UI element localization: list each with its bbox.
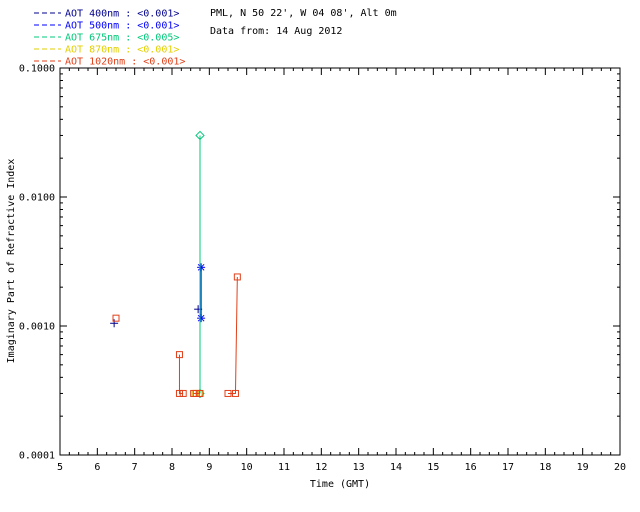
plot-axes: 5 6 7 8 9 10 11 12 13 14 15 16 17 18 19 20 0.1000 0.0100 0…	[19, 64, 626, 474]
plot-series	[110, 130, 241, 399]
series-aot-1020nm	[112, 273, 241, 397]
legend-item-aot-500nm: AOT 500nm : <0.001>	[34, 21, 179, 32]
x-tick-label: 20	[614, 462, 626, 473]
x-tick-label: 9	[206, 462, 212, 473]
series-aot-500nm	[197, 263, 206, 323]
x-tick-label: 18	[539, 462, 551, 473]
y-axis-label: Imaginary Part of Refractive Index	[6, 159, 17, 364]
x-tick-label: 19	[577, 462, 589, 473]
y-tick-label: 0.0010	[19, 322, 55, 333]
x-tick-label: 16	[465, 462, 477, 473]
x-tick-label: 17	[502, 462, 514, 473]
y-tick-label: 0.0001	[19, 451, 55, 462]
legend-item-aot-1020nm: AOT 1020nm : <0.001>	[34, 57, 185, 68]
legend-item-aot-400nm: AOT 400nm : <0.001>	[34, 9, 179, 20]
date-info: Data from: 14 Aug 2012	[210, 26, 342, 37]
x-tick-label: 15	[427, 462, 439, 473]
station-info: PML, N 50 22', W 04 08', Alt 0m	[210, 8, 397, 19]
x-tick-label: 7	[132, 462, 138, 473]
x-axis-label: Time (GMT)	[310, 479, 370, 490]
legend-item-aot-870nm: AOT 870nm : <0.001>	[34, 45, 179, 56]
legend-item-aot-675nm: AOT 675nm : <0.005>	[34, 33, 179, 44]
x-tick-label: 5	[57, 462, 63, 473]
legend-label-aot-675nm: AOT 675nm : <0.005>	[65, 33, 179, 44]
legend-label-aot-500nm: AOT 500nm : <0.001>	[65, 21, 179, 32]
x-tick-label: 13	[353, 462, 365, 473]
y-tick-label: 0.1000	[19, 64, 55, 75]
legend-label-aot-400nm: AOT 400nm : <0.001>	[65, 9, 179, 20]
legend: AOT 400nm : <0.001>AOT 500nm : <0.001>AO…	[34, 9, 185, 68]
legend-label-aot-1020nm: AOT 1020nm : <0.001>	[65, 57, 185, 68]
x-tick-label: 11	[278, 462, 290, 473]
series-aot-675nm	[195, 130, 205, 399]
x-tick-label: 14	[390, 462, 402, 473]
x-tick-label: 8	[169, 462, 175, 473]
x-tick-label: 10	[241, 462, 253, 473]
x-tick-label: 12	[315, 462, 327, 473]
legend-label-aot-870nm: AOT 870nm : <0.001>	[65, 45, 179, 56]
x-tick-label: 6	[94, 462, 100, 473]
series-aot-400nm	[110, 305, 203, 328]
y-tick-label: 0.0100	[19, 193, 55, 204]
